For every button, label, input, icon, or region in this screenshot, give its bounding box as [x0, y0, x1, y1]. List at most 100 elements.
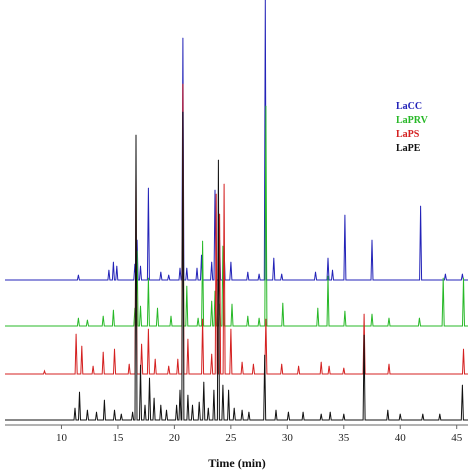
peak-point	[258, 317, 260, 319]
x-tick-label: 10	[56, 432, 68, 444]
peak-point	[219, 213, 221, 215]
legend-entry-lape: LaPE	[396, 143, 421, 154]
peak-point	[196, 267, 198, 269]
peak-point	[182, 111, 184, 113]
legend-entry-lacc: LaCC	[396, 101, 422, 112]
peak-point	[265, 105, 267, 107]
peak-point	[241, 409, 243, 411]
x-tick-label: 30	[282, 432, 294, 444]
peak-point	[113, 261, 114, 263]
peak-point	[248, 411, 250, 413]
x-axis-ticks: 10 15 20 25 30 35 40 45	[56, 425, 463, 444]
peak-point	[192, 404, 193, 406]
trace-laprv	[5, 105, 468, 327]
peak-point	[104, 399, 105, 401]
peak-point	[371, 239, 373, 241]
peak-point	[230, 261, 232, 263]
x-tick-label: 25	[225, 432, 237, 444]
peak-point	[140, 305, 141, 307]
peak-point	[148, 277, 149, 279]
peak-point	[211, 353, 213, 355]
peak-point	[320, 361, 322, 363]
peak-point	[463, 348, 464, 350]
trace-lacc	[5, 0, 468, 281]
peak-point	[168, 365, 170, 367]
trace-lape	[5, 111, 468, 421]
peak-point	[213, 389, 215, 391]
peak-point	[74, 407, 76, 409]
peak-point	[140, 364, 141, 366]
peak-point	[108, 269, 110, 271]
peak-point	[281, 273, 283, 275]
peak-point	[288, 411, 289, 413]
peak-point	[233, 407, 235, 409]
peak-point	[160, 271, 162, 273]
peak-point	[463, 277, 464, 279]
peak-point	[241, 361, 243, 363]
peak-point	[96, 411, 97, 413]
peak-point	[102, 351, 104, 353]
chromatogram-traces	[5, 0, 468, 421]
peak-point	[332, 269, 333, 271]
peak-point	[75, 333, 77, 335]
peak-point	[327, 257, 329, 259]
legend-entry-laps: LaPS	[396, 129, 420, 140]
peak-point	[275, 409, 277, 411]
peak-point	[228, 389, 230, 391]
series-line-lacc	[5, 0, 468, 281]
peak-point	[328, 365, 330, 367]
peak-point	[114, 409, 115, 411]
peak-point	[78, 274, 79, 276]
peak-point	[154, 358, 156, 360]
peak-point	[258, 273, 260, 275]
legend: LaCC LaPRV LaPS LaPE	[396, 101, 429, 154]
peak-point	[140, 265, 141, 267]
peak-point	[197, 317, 199, 319]
peak-point	[462, 273, 463, 275]
peak-point	[81, 345, 83, 347]
peak-point	[222, 245, 224, 247]
peak-point	[329, 411, 331, 413]
peak-point	[198, 401, 200, 403]
peak-point	[153, 397, 155, 399]
peak-point	[92, 365, 94, 367]
x-tick-label: 40	[395, 432, 407, 444]
peak-point	[202, 240, 204, 242]
peak-point	[207, 407, 209, 409]
peak-point	[177, 358, 179, 360]
x-tick-label: 45	[451, 432, 463, 444]
peak-point	[388, 363, 390, 365]
peak-point	[462, 384, 463, 386]
peak-point	[182, 83, 184, 85]
peak-point	[179, 267, 181, 269]
peak-point	[202, 318, 204, 320]
peak-point	[218, 159, 219, 161]
peak-point	[186, 267, 188, 269]
peak-point	[320, 413, 322, 415]
peak-point	[187, 338, 189, 340]
peak-point	[344, 214, 346, 216]
x-tick-label: 35	[338, 432, 350, 444]
peak-point	[148, 328, 149, 330]
peak-point	[148, 187, 149, 189]
peak-point	[149, 377, 150, 379]
peak-point	[420, 205, 421, 207]
peak-point	[222, 384, 224, 386]
peak-point	[87, 319, 88, 321]
peak-point	[78, 317, 79, 319]
peak-point	[120, 413, 122, 415]
legend-entry-laprv: LaPRV	[396, 115, 429, 126]
peak-point	[182, 37, 184, 39]
peak-point	[214, 189, 216, 191]
peak-point	[419, 317, 420, 319]
peak-point	[387, 409, 389, 411]
peak-point	[168, 274, 170, 276]
peak-point	[211, 261, 213, 263]
peak-point	[445, 273, 446, 275]
x-tick-label: 20	[169, 432, 181, 444]
peak-point	[363, 313, 365, 315]
peak-point	[281, 363, 283, 365]
peak-point	[170, 315, 172, 317]
peak-point	[315, 271, 316, 273]
peak-point	[231, 303, 233, 305]
